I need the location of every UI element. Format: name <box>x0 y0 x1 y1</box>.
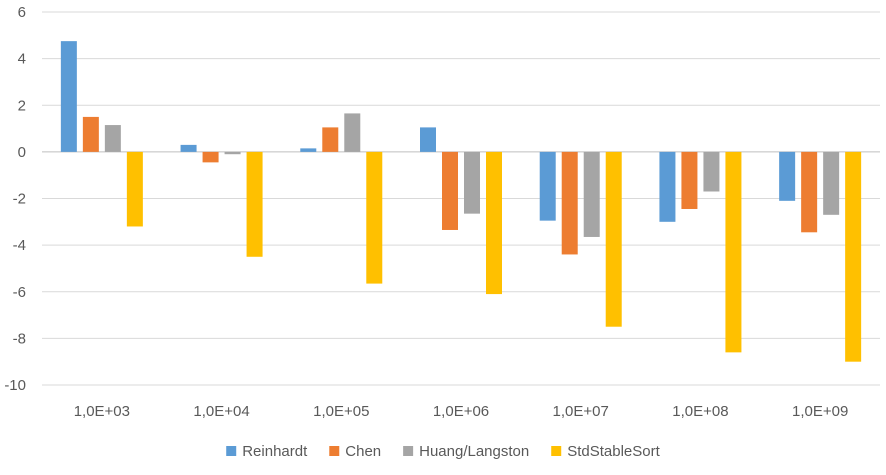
bar-chen <box>322 127 339 152</box>
legend-label-chen: Chen <box>345 443 381 460</box>
legend: Reinhardt Chen Huang/Langston StdStableSort <box>226 443 661 460</box>
bar-huang-langston <box>703 151 720 192</box>
bar-chen <box>561 151 578 255</box>
y-tick-label: -4 <box>13 237 26 254</box>
x-tick-label: 1,0E+05 <box>313 403 369 420</box>
y-tick-label: 2 <box>18 97 26 114</box>
y-tick-label: 0 <box>18 144 26 161</box>
legend-label-huang-langston: Huang/Langston <box>419 443 529 460</box>
bar-reinhardt <box>420 127 436 152</box>
legend-label-reinhardt: Reinhardt <box>242 443 308 460</box>
bar-huang-langston <box>464 151 480 214</box>
bar-reinhardt <box>60 41 77 152</box>
y-tick-label: -2 <box>13 191 26 208</box>
axes: -10 -8 -6 -4 -2 0 2 4 6 1,0E+03 1,0E+04 1,0E+05 1,0E… <box>4 4 848 420</box>
y-tick-label: 6 <box>18 4 26 21</box>
bar-chen <box>681 151 698 209</box>
bar-reinhardt <box>539 151 556 221</box>
bar-stdstablesort <box>126 151 143 227</box>
legend-swatch-huang-langston <box>403 446 414 456</box>
x-tick-label: 1,0E+04 <box>193 403 249 420</box>
bar-chen <box>202 151 219 163</box>
bar-stdstablesort <box>366 151 383 284</box>
bar-huang-langston <box>104 125 121 152</box>
bar-stdstablesort <box>486 151 502 295</box>
x-tick-label: 1,0E+06 <box>433 403 489 420</box>
bar-huang-langston <box>344 113 361 152</box>
bar-reinhardt <box>300 148 317 152</box>
bar-stdstablesort <box>845 151 862 362</box>
x-tick-label: 1,0E+09 <box>792 403 848 420</box>
bar-chen <box>442 151 458 230</box>
x-tick-label: 1,0E+08 <box>672 403 728 420</box>
legend-swatch-chen <box>329 446 340 456</box>
x-tick-label: 1,0E+03 <box>74 403 130 420</box>
x-tick-label: 1,0E+07 <box>553 403 609 420</box>
legend-swatch-reinhardt <box>226 446 237 456</box>
bar-chen <box>801 151 818 233</box>
bar-reinhardt <box>779 151 796 201</box>
gridlines <box>42 11 880 386</box>
bar-reinhardt <box>659 151 676 222</box>
y-tick-label: -8 <box>13 330 26 347</box>
bar-stdstablesort <box>246 151 263 257</box>
bar-chen <box>82 116 99 152</box>
y-tick-label: 4 <box>18 51 26 68</box>
legend-label-stdstablesort: StdStableSort <box>567 443 660 460</box>
bar-huang-langston <box>583 151 600 237</box>
y-tick-label: -6 <box>13 284 26 301</box>
legend-swatch-stdstablesort <box>551 446 562 456</box>
y-tick-label: -10 <box>4 377 26 394</box>
bar-huang-langston <box>823 151 840 215</box>
bar-stdstablesort <box>605 151 622 327</box>
bar-reinhardt <box>180 144 197 152</box>
bars <box>60 41 862 362</box>
bar-stdstablesort <box>725 151 742 353</box>
bar-huang-langston <box>224 151 241 155</box>
